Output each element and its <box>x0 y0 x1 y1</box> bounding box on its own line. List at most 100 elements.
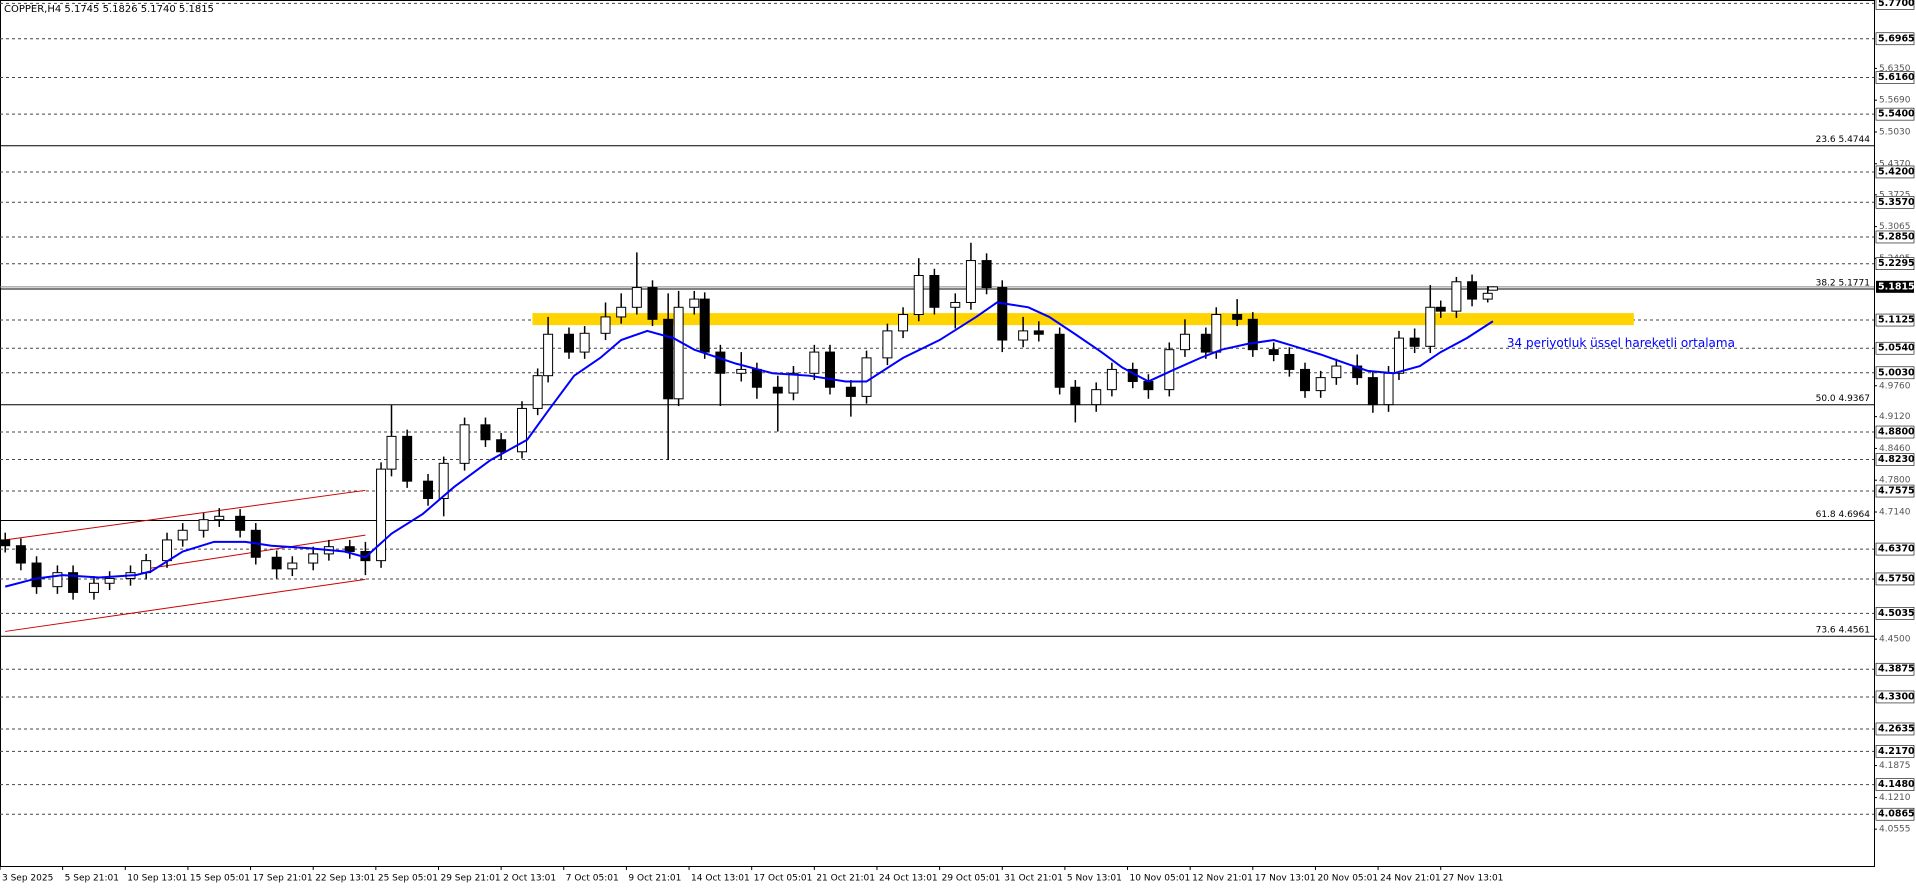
candle-body <box>438 462 449 500</box>
y-tick-label: 4.7800 <box>1879 476 1911 486</box>
y-tick-label: 5.6350 <box>1879 64 1911 74</box>
y-tick-label: 4.8460 <box>1879 444 1911 454</box>
candle-body <box>1425 306 1436 347</box>
x-tick-label: 24 Oct 13:01 <box>879 874 938 884</box>
level-label: 4.5035 <box>1878 608 1915 619</box>
level-box <box>1875 453 1915 466</box>
x-tick-label: 3 Sep 2025 <box>2 874 53 884</box>
plot-frame <box>0 0 1875 867</box>
candle-body <box>663 318 674 400</box>
candle-body <box>809 351 820 374</box>
candle-body <box>1091 389 1102 406</box>
level-label: 4.3875 <box>1878 664 1915 675</box>
candle-body <box>1054 333 1065 388</box>
candle-body <box>88 582 99 593</box>
candle-body <box>423 480 434 500</box>
candle-body <box>1352 365 1363 379</box>
candle-body <box>496 439 507 453</box>
x-tick-label: 29 Oct 05:01 <box>942 874 1001 884</box>
candle-body <box>579 332 590 353</box>
level-box <box>1875 107 1915 121</box>
candle-body <box>68 572 79 593</box>
candle-body <box>52 572 63 588</box>
fib-label: 61.8 4.6964 <box>1816 510 1871 520</box>
x-tick-label: 5 Sep 21:01 <box>65 874 119 884</box>
candle-body <box>1409 337 1420 347</box>
candle-body <box>1435 306 1446 312</box>
candle-body <box>480 424 491 441</box>
price-box <box>1876 280 1914 293</box>
candle-body <box>1393 337 1404 374</box>
candle-body <box>861 357 872 397</box>
candle-body <box>177 529 188 541</box>
x-tick-label: 22 Sep 13:01 <box>315 874 375 884</box>
level-label: 5.4200 <box>1878 166 1915 177</box>
candle-body <box>1232 314 1243 320</box>
candle-body <box>647 287 658 320</box>
y-tick-label: 4.7140 <box>1879 507 1911 517</box>
y-tick-label: 4.1210 <box>1879 793 1911 803</box>
level-label: 4.5750 <box>1878 573 1915 584</box>
level-box <box>1875 722 1915 736</box>
candle-body <box>1482 292 1493 300</box>
candle-body <box>929 275 940 308</box>
candle-body <box>1070 386 1081 406</box>
level-box <box>1875 425 1915 439</box>
level-box <box>1875 366 1915 380</box>
x-tick-label: 17 Nov 13:01 <box>1255 874 1316 884</box>
fib-label: 50.0 4.9367 <box>1816 394 1870 404</box>
trend-line <box>5 489 366 541</box>
x-tick-label: 27 Nov 13:01 <box>1443 874 1504 884</box>
level-label: 5.1125 <box>1878 315 1915 326</box>
level-box <box>1875 341 1915 355</box>
candle-body <box>673 306 684 400</box>
level-label: 5.3570 <box>1878 197 1915 208</box>
candle-body <box>689 298 700 308</box>
candle-body <box>1315 377 1326 392</box>
y-tick-label: 5.3065 <box>1879 222 1911 232</box>
ema-line <box>4 301 1494 588</box>
candle-body <box>517 407 528 453</box>
level-box <box>1875 165 1915 179</box>
candle-body <box>845 386 856 397</box>
level-box <box>1875 32 1915 46</box>
level-box <box>1875 778 1915 791</box>
level-box <box>1875 195 1915 209</box>
zone <box>532 313 1634 326</box>
level-box <box>1875 257 1915 271</box>
level-label: 4.3300 <box>1878 691 1915 702</box>
candle-body <box>736 368 747 374</box>
candle-body <box>1451 281 1462 312</box>
x-tick-label: 17 Sep 21:01 <box>253 874 313 884</box>
x-tick-label: 9 Oct 21:01 <box>628 874 681 884</box>
x-tick-label: 31 Oct 21:01 <box>1004 874 1063 884</box>
candle-body <box>824 351 835 388</box>
x-tick-label: 5 Nov 13:01 <box>1067 874 1122 884</box>
level-label: 5.6965 <box>1878 33 1915 44</box>
candle-body <box>631 287 642 308</box>
candle-body <box>1018 330 1029 341</box>
candle-body <box>1331 365 1342 379</box>
candle-body <box>271 556 282 570</box>
y-tick-label: 5.5690 <box>1879 96 1911 106</box>
candle-body <box>1143 380 1154 391</box>
level-label: 5.7700 <box>1878 0 1915 9</box>
chart-title: COPPER,H4 5.1745 5.1826 5.1740 5.1815 <box>4 4 214 15</box>
level-label: 4.1480 <box>1878 779 1915 790</box>
y-tick-label: 5.5030 <box>1879 127 1911 137</box>
level-label: 5.6160 <box>1878 72 1915 83</box>
candle-body <box>1106 368 1117 391</box>
level-box <box>1875 807 1915 821</box>
candle-body <box>715 351 726 374</box>
x-tick-label: 12 Nov 21:01 <box>1192 874 1253 884</box>
candle-body <box>1284 353 1295 370</box>
fib-label: 73.6 4.4561 <box>1816 626 1870 636</box>
level-label: 4.8230 <box>1878 454 1915 465</box>
candle-body <box>751 368 762 388</box>
level-box <box>1875 745 1915 758</box>
candle-body <box>563 333 574 353</box>
trend-line <box>5 578 366 632</box>
x-tick-label: 10 Nov 05:01 <box>1130 874 1191 884</box>
candle-body <box>788 372 799 394</box>
